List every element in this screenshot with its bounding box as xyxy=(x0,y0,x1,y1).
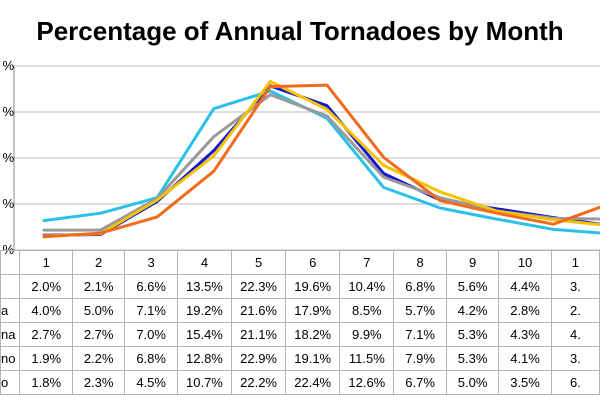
series-line-2 xyxy=(42,93,600,232)
data-value-label: 10.7% xyxy=(176,370,233,395)
data-value-label: 4.5% xyxy=(124,370,178,395)
data-value-label: 2.0% xyxy=(19,274,73,299)
series-name-label: a xyxy=(0,298,21,323)
series-line-3 xyxy=(42,80,600,238)
data-value-label: 21.1% xyxy=(230,322,287,347)
data-value-label: 5.3% xyxy=(445,322,500,347)
data-value-label: 15.4% xyxy=(176,322,233,347)
series-name-label: no xyxy=(0,346,21,371)
data-value-label: 4.1% xyxy=(498,346,552,371)
series-line-1 xyxy=(42,89,600,235)
data-value-label: 1.9% xyxy=(19,346,73,371)
data-value-label: 6.7% xyxy=(393,370,447,395)
data-value-label: 2.7% xyxy=(71,322,126,347)
data-value-label: 2.1% xyxy=(71,274,126,299)
data-value-label: 3. xyxy=(550,346,600,371)
x-tick-label: 1 xyxy=(550,250,600,275)
data-value-label: 7.9% xyxy=(393,346,447,371)
series-name-label: na xyxy=(0,322,21,347)
x-tick-label: 7 xyxy=(339,250,395,275)
data-table: 1 2 3 4 5 6 7 8 9 10 1 2.0% 2.1% 6.6% 13.5% 22.3% 19.6% 1… xyxy=(0,250,600,395)
data-value-label: 22.3% xyxy=(230,274,287,299)
data-value-label: 18.2% xyxy=(285,322,341,347)
series-line-4 xyxy=(42,83,600,239)
data-value-label: 19.1% xyxy=(285,346,341,371)
x-tick-label: 4 xyxy=(176,250,233,275)
data-value-label: 4.3% xyxy=(498,322,552,347)
data-value-label: 6.8% xyxy=(124,346,178,371)
data-value-label: 2.3% xyxy=(71,370,126,395)
x-tick-label: 2 xyxy=(71,250,126,275)
y-tick-label: % xyxy=(2,150,14,165)
data-value-label: 8.5% xyxy=(339,298,395,323)
data-value-label: 2.2% xyxy=(71,346,126,371)
data-value-label: 22.4% xyxy=(285,370,341,395)
data-value-label: 7.0% xyxy=(124,322,178,347)
x-tick-label: 9 xyxy=(445,250,500,275)
data-value-label: 4.4% xyxy=(498,274,552,299)
data-value-label: 3.5% xyxy=(498,370,552,395)
data-value-label: 5.0% xyxy=(71,298,126,323)
data-value-label: 10.4% xyxy=(339,274,395,299)
y-tick-label: % xyxy=(2,58,14,73)
series-name-label xyxy=(0,274,21,299)
table-row: a 4.0% 5.0% 7.1% 19.2% 21.6% 17.9% 8.5% 5.7% 4.2%… xyxy=(0,298,600,323)
data-value-label: 6.6% xyxy=(124,274,178,299)
data-value-label: 4.0% xyxy=(19,298,73,323)
data-value-label: 4. xyxy=(550,322,600,347)
x-tick-label: 1 xyxy=(19,250,73,275)
y-tick-label: % xyxy=(2,104,14,119)
data-value-label: 4.2% xyxy=(445,298,500,323)
x-tick-label: 6 xyxy=(285,250,341,275)
data-value-label: 1.8% xyxy=(19,370,73,395)
data-value-label: 12.8% xyxy=(176,346,233,371)
data-value-label: 5.3% xyxy=(445,346,500,371)
data-value-label: 12.6% xyxy=(339,370,395,395)
data-value-label: 19.2% xyxy=(176,298,233,323)
data-value-label: 13.5% xyxy=(176,274,233,299)
chart-title: Percentage of Annual Tornadoes by Month xyxy=(36,16,564,46)
data-value-label: 5.0% xyxy=(445,370,500,395)
y-tick-label: % xyxy=(2,196,14,211)
table-row: na 2.7% 2.7% 7.0% 15.4% 21.1% 18.2% 9.9% 7.1% 5.3… xyxy=(0,322,600,347)
x-tick-label: 8 xyxy=(393,250,447,275)
table-header-row: 1 2 3 4 5 6 7 8 9 10 1 xyxy=(0,250,600,275)
data-value-label: 9.9% xyxy=(339,322,395,347)
data-value-label: 3. xyxy=(550,274,600,299)
x-tick-label: 3 xyxy=(124,250,178,275)
table-corner-cell xyxy=(0,250,21,275)
data-value-label: 11.5% xyxy=(339,346,395,371)
data-value-label: 22.2% xyxy=(230,370,287,395)
data-value-label: 21.6% xyxy=(230,298,287,323)
table-row: o 1.8% 2.3% 4.5% 10.7% 22.2% 22.4% 12.6% 6.7% 5.0… xyxy=(0,370,600,395)
data-value-label: 6. xyxy=(550,370,600,395)
table-row: 2.0% 2.1% 6.6% 13.5% 22.3% 19.6% 10.4% 6.8% 5.6%… xyxy=(0,274,600,299)
x-tick-label: 10 xyxy=(498,250,552,275)
data-value-label: 6.8% xyxy=(393,274,447,299)
y-tick-label: % xyxy=(2,242,14,257)
data-value-label: 2.7% xyxy=(19,322,73,347)
x-tick-label: 5 xyxy=(230,250,287,275)
data-value-label: 22.9% xyxy=(230,346,287,371)
data-value-label: 7.1% xyxy=(124,298,178,323)
chart-plot-area xyxy=(13,65,600,250)
data-value-label: 2.8% xyxy=(498,298,552,323)
data-value-label: 19.6% xyxy=(285,274,341,299)
data-value-label: 5.6% xyxy=(445,274,500,299)
data-value-label: 5.7% xyxy=(393,298,447,323)
data-value-label: 7.1% xyxy=(393,322,447,347)
table-row: no 1.9% 2.2% 6.8% 12.8% 22.9% 19.1% 11.5% 7.9% 5.… xyxy=(0,346,600,371)
data-value-label: 17.9% xyxy=(285,298,341,323)
data-value-label: 2. xyxy=(550,298,600,323)
series-name-label: o xyxy=(0,370,21,395)
